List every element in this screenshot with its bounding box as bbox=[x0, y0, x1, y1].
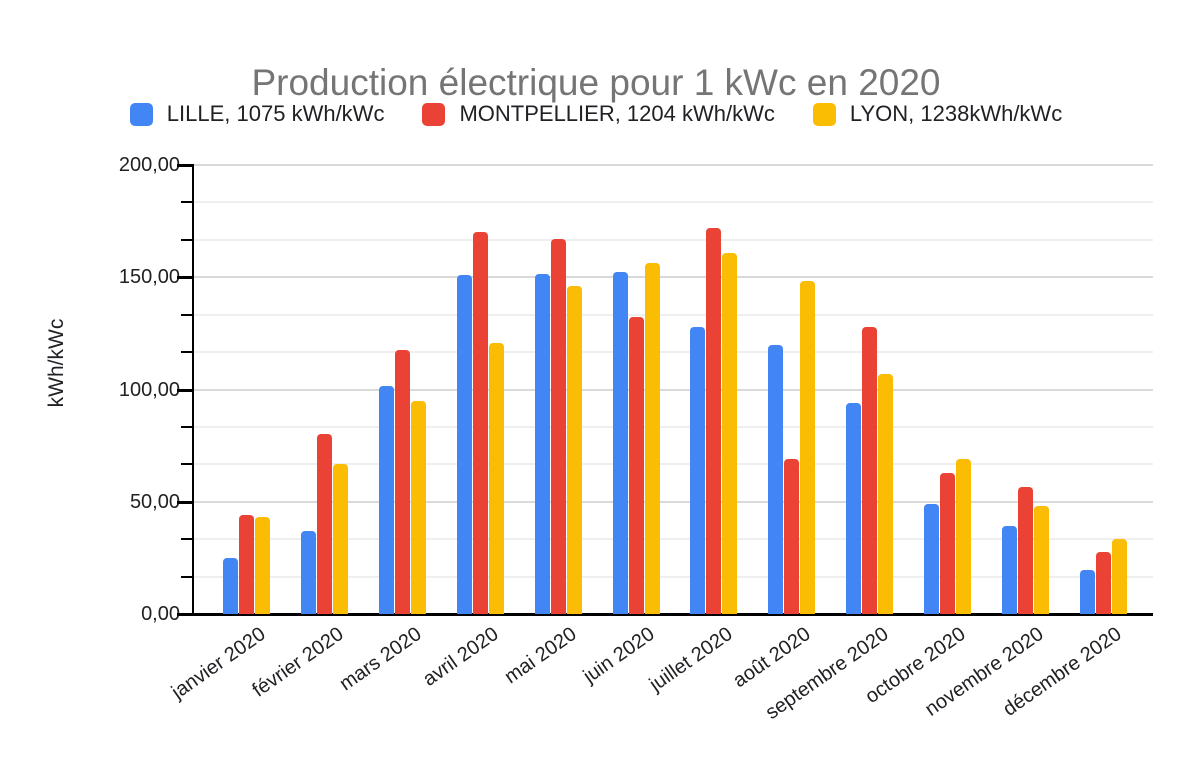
y-axis-tick bbox=[181, 538, 194, 541]
bar bbox=[628, 316, 644, 614]
bar bbox=[690, 326, 706, 614]
legend: LILLE, 1075 kWh/kWc MONTPELLIER, 1204 kW… bbox=[0, 101, 1192, 127]
gridline bbox=[194, 538, 1153, 541]
bar bbox=[784, 459, 800, 614]
bar bbox=[862, 326, 878, 614]
y-axis-tick bbox=[177, 164, 194, 167]
x-axis-label: mars 2020 bbox=[335, 623, 426, 696]
x-axis-label: avril 2020 bbox=[419, 623, 504, 691]
y-axis-label: 200,00 bbox=[118, 154, 180, 176]
bar bbox=[939, 472, 955, 614]
bar bbox=[722, 252, 738, 614]
gridline bbox=[194, 164, 1153, 166]
legend-item-montpellier: MONTPELLIER, 1204 kWh/kWc bbox=[422, 101, 775, 127]
y-axis-tick bbox=[177, 500, 194, 504]
y-axis-tick bbox=[181, 313, 194, 316]
bar bbox=[534, 273, 550, 614]
bar bbox=[255, 517, 271, 614]
bar bbox=[878, 373, 894, 614]
bar bbox=[472, 232, 488, 614]
y-axis-tick bbox=[181, 425, 194, 428]
gridline bbox=[194, 238, 1153, 241]
gridline bbox=[194, 201, 1153, 204]
legend-swatch bbox=[812, 102, 836, 126]
gridline bbox=[194, 500, 1153, 503]
bar bbox=[379, 386, 395, 614]
y-axis-label: 150,00 bbox=[118, 266, 180, 289]
bar bbox=[1111, 538, 1127, 614]
gridline bbox=[194, 276, 1153, 279]
bar bbox=[1095, 552, 1111, 614]
legend-label: LYON, 1238kWh/kWc bbox=[849, 101, 1063, 126]
bar bbox=[1033, 506, 1049, 614]
x-axis-label: mai 2020 bbox=[500, 623, 581, 689]
gridline bbox=[194, 463, 1153, 466]
bar bbox=[846, 402, 862, 614]
bar bbox=[488, 343, 504, 614]
legend-label: MONTPELLIER, 1204 kWh/kWc bbox=[459, 101, 775, 126]
bar bbox=[1017, 487, 1033, 614]
plot-area: janvier 2020 février 2020 mars 2020 avril 2… bbox=[168, 164, 1153, 724]
x-axis-label: juillet 2020 bbox=[645, 623, 737, 696]
x-axis-line bbox=[192, 613, 1153, 616]
bar bbox=[612, 271, 628, 614]
bar bbox=[239, 515, 255, 614]
bar bbox=[1001, 526, 1017, 614]
y-axis-tick bbox=[181, 201, 194, 204]
gridline bbox=[194, 351, 1153, 354]
y-axis-label: 0,00 bbox=[141, 603, 180, 625]
y-axis-tick bbox=[177, 388, 194, 392]
gridline bbox=[194, 313, 1153, 316]
chart-title: Production électrique pour 1 kWc en 2020 bbox=[251, 61, 941, 103]
y-axis-tick bbox=[177, 613, 194, 616]
bar bbox=[768, 344, 784, 614]
bar bbox=[955, 459, 971, 614]
legend-item-lyon: LYON, 1238kWh/kWc bbox=[812, 101, 1063, 127]
y-axis-tick bbox=[181, 351, 194, 354]
bar bbox=[333, 463, 349, 614]
y-axis-label: 50,00 bbox=[129, 490, 180, 513]
legend-swatch bbox=[422, 102, 446, 126]
legend-label: LILLE, 1075 kWh/kWc bbox=[166, 101, 385, 126]
y-axis-tick bbox=[181, 575, 194, 578]
gridline bbox=[194, 388, 1153, 391]
bar bbox=[456, 275, 472, 614]
bar bbox=[644, 262, 660, 614]
bar bbox=[566, 286, 582, 614]
y-axis-tick bbox=[177, 276, 194, 280]
bar bbox=[301, 530, 317, 614]
bar bbox=[706, 227, 722, 614]
y-axis-tick bbox=[181, 463, 194, 466]
gridline bbox=[194, 575, 1153, 578]
bar bbox=[317, 434, 333, 614]
y-axis-tick bbox=[181, 238, 194, 241]
bar bbox=[550, 239, 566, 614]
bar bbox=[223, 557, 239, 614]
bar bbox=[800, 280, 816, 614]
y-axis-labels: 200,00 150,00 100,00 50,00 0,00 bbox=[0, 0, 180, 770]
legend-swatch bbox=[129, 102, 153, 126]
bar bbox=[1079, 570, 1095, 614]
gridline bbox=[194, 425, 1153, 428]
bar bbox=[923, 504, 939, 614]
bar bbox=[395, 350, 411, 614]
legend-item-lille: LILLE, 1075 kWh/kWc bbox=[129, 101, 385, 127]
y-axis-label: 100,00 bbox=[118, 378, 180, 401]
bar bbox=[411, 400, 427, 614]
